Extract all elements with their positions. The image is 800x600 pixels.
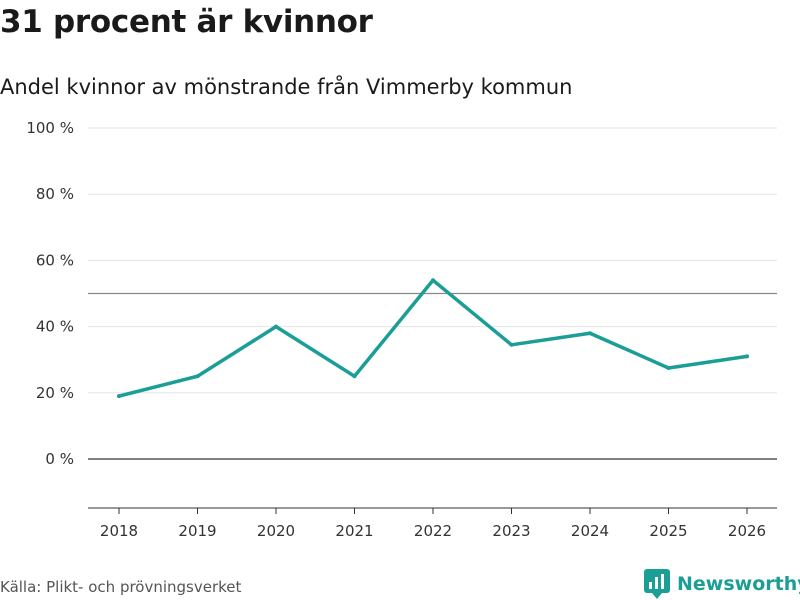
x-tick-label: 2021: [335, 522, 373, 540]
grid-lines: [88, 127, 777, 460]
y-tick-label: 100 %: [26, 119, 74, 137]
y-tick-label: 80 %: [36, 185, 74, 203]
data-point: [431, 278, 435, 283]
data-point: [274, 324, 278, 329]
y-tick-labels: 0 % 20 % 40 % 60 % 80 % 100 %: [26, 119, 74, 468]
x-tick-label: 2020: [257, 522, 295, 540]
series-line: [117, 278, 749, 398]
newsworthy-logo-icon: [644, 569, 670, 599]
x-tick-label: 2018: [100, 522, 138, 540]
data-point: [745, 354, 749, 359]
x-axis: [88, 507, 777, 514]
data-point: [117, 394, 121, 399]
x-tick-label: 2025: [649, 522, 687, 540]
chart-subtitle: Andel kvinnor av mönstrande från Vimmerb…: [0, 75, 573, 99]
source-note: Källa: Plikt- och prövningsverket: [0, 578, 242, 596]
brand-logo: Newsworthy: [644, 569, 800, 599]
data-point: [509, 342, 514, 347]
data-point: [588, 331, 592, 336]
x-tick-label: 2026: [728, 522, 766, 540]
x-tick-label: 2019: [178, 522, 216, 540]
brand-name: Newsworthy: [677, 573, 800, 595]
x-tick-label: 2023: [492, 522, 530, 540]
data-point: [352, 374, 357, 379]
chart-title: 31 procent är kvinnor: [0, 4, 373, 40]
x-tick-label: 2024: [571, 522, 609, 540]
y-tick-label: 0 %: [45, 450, 74, 468]
y-tick-label: 20 %: [36, 384, 74, 402]
x-tick-label: 2022: [414, 522, 452, 540]
x-tick-labels: 2018 2019 2020 2021 2022 2023 2024 2025 2026: [100, 522, 766, 540]
y-tick-label: 40 %: [36, 318, 74, 336]
data-point: [195, 374, 200, 379]
data-point: [666, 365, 671, 370]
y-tick-label: 60 %: [36, 251, 74, 269]
series-lines: [117, 278, 749, 399]
